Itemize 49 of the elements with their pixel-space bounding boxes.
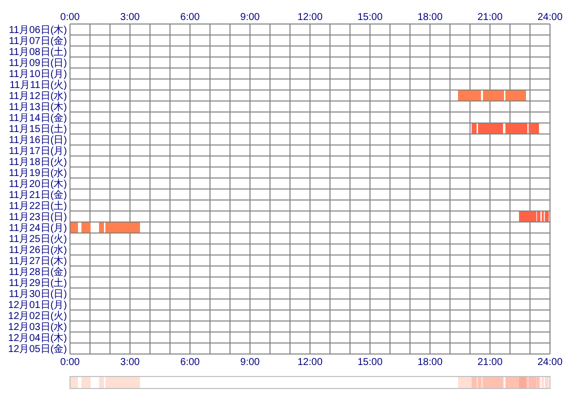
x-tick-label: 3:00: [120, 357, 140, 368]
x-tick-label: 0:00: [60, 357, 80, 368]
y-tick-label: 12月02日(火): [8, 310, 67, 322]
y-tick-label: 11月20日(木): [8, 178, 67, 190]
x2-tick-label: 15:00: [357, 12, 383, 23]
y-tick-label: 11月25日(火): [8, 233, 67, 246]
y-tick-label: 11月29日(土): [8, 277, 67, 290]
x-tick-label: 21:00: [477, 357, 503, 368]
y-tick-label: 11月14日(金): [8, 112, 67, 124]
y-tick-label: 11月11日(火): [10, 79, 67, 92]
y-tick-label: 11月08日(土): [8, 46, 67, 58]
y-tick-label: 11月10日(月): [8, 69, 67, 80]
y-tick-label: 11月16日(日): [8, 135, 67, 146]
x-tick-label: 15:00: [357, 357, 383, 368]
y-tick-label: 11月07日(金): [8, 35, 67, 48]
x2-tick-label: 3:00: [120, 12, 140, 23]
y-tick-label: 11月21日(金): [8, 189, 67, 202]
y-tick-label: 11月18日(火): [8, 156, 67, 168]
bar: [544, 212, 549, 222]
y-tick-label: 11月24日(月): [8, 223, 67, 234]
x-tick-label: 18:00: [417, 357, 443, 368]
y-tick-label: 11月12日(水): [8, 90, 67, 102]
x2-tick-label: 9:00: [240, 12, 260, 23]
x-tick-label: 12:00: [297, 357, 323, 368]
y-tick-label: 12月01日(月): [8, 300, 67, 312]
y-tick-label: 11月23日(日): [8, 212, 67, 224]
x2-tick-label: 12:00: [297, 12, 323, 23]
y-tick-label: 11月30日(日): [8, 289, 67, 300]
x-tick-label: 24:00: [537, 357, 563, 368]
y-tick-label: 11月26日(水): [8, 244, 67, 256]
y-tick-label: 11月09日(日): [8, 58, 67, 70]
y-tick-label: 11月27日(木): [8, 255, 67, 268]
x2-tick-label: 24:00: [537, 12, 563, 23]
y-tick-label: 11月28日(金): [8, 266, 67, 278]
y-tick-label: 11月22日(土): [8, 200, 67, 212]
y-tick-label: 11月19日(水): [8, 167, 67, 180]
y-tick-label: 12月05日(金): [8, 343, 67, 356]
y-tick-label: 12月04日(木): [8, 332, 67, 344]
y-tick-label: 11月13日(木): [8, 101, 67, 114]
x-tick-label: 9:00: [240, 357, 260, 368]
x2-tick-label: 18:00: [417, 12, 443, 23]
y-tick-label: 12月03日(水): [8, 321, 67, 334]
y-tick-label: 11月06日(木): [8, 24, 67, 36]
x-tick-label: 6:00: [180, 357, 200, 368]
x2-tick-label: 0:00: [60, 12, 80, 23]
x2-tick-label: 6:00: [180, 12, 200, 23]
x2-tick-label: 21:00: [477, 12, 503, 23]
y-tick-label: 11月17日(月): [8, 146, 67, 158]
y-tick-label: 11月15日(土): [8, 123, 67, 136]
